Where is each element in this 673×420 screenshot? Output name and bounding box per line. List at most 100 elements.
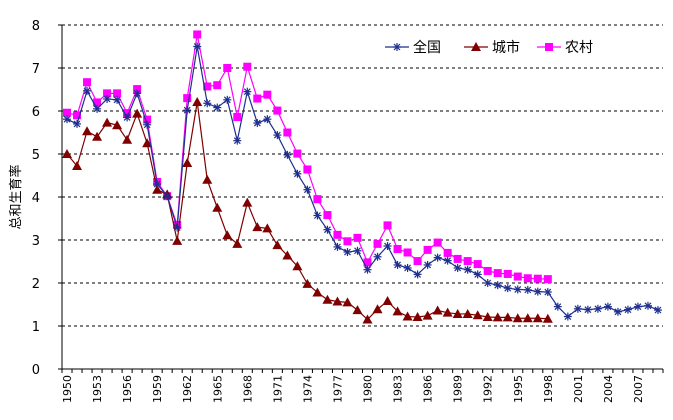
data-point — [533, 287, 542, 296]
data-point — [513, 285, 522, 294]
data-point — [103, 94, 112, 103]
data-point — [402, 311, 413, 321]
data-point — [522, 313, 533, 323]
data-point — [422, 310, 433, 320]
data-point — [392, 306, 403, 316]
data-point — [502, 312, 513, 322]
data-point — [303, 185, 312, 194]
data-point — [192, 96, 203, 106]
x-tick-label: 2007 — [632, 375, 645, 403]
data-point — [583, 305, 592, 314]
data-point — [343, 248, 352, 257]
data-point — [153, 180, 162, 189]
data-point — [543, 288, 552, 297]
data-point — [132, 108, 143, 118]
data-point — [403, 263, 412, 272]
data-point — [472, 310, 483, 320]
x-tick-label: 1989 — [452, 375, 465, 403]
data-point — [93, 104, 102, 113]
data-point — [463, 265, 472, 274]
data-point — [123, 109, 132, 118]
data-point — [432, 305, 443, 315]
data-point — [212, 202, 223, 212]
data-point — [413, 257, 422, 266]
data-point — [73, 119, 82, 128]
data-point — [232, 238, 243, 248]
x-tick-label: 2001 — [572, 375, 585, 403]
data-point — [492, 312, 503, 322]
x-tick-label: 1950 — [61, 375, 74, 403]
x-tick-label: 1977 — [331, 375, 344, 403]
data-point — [353, 233, 362, 242]
data-point — [613, 307, 622, 316]
data-point — [293, 149, 302, 158]
data-point — [143, 120, 152, 129]
legend-label: 农村 — [565, 40, 593, 56]
x-tick-labels: 1950 1953 1956 1959 1962 1965 1968 1971 1974 1977… — [61, 369, 664, 403]
data-point — [653, 306, 662, 315]
data-point — [323, 211, 332, 220]
data-point — [303, 165, 312, 174]
data-point — [142, 138, 153, 148]
legend-label: 城市 — [492, 39, 520, 56]
legend-marker — [393, 43, 401, 51]
data-point — [433, 253, 442, 262]
data-point — [483, 279, 492, 287]
data-point — [503, 284, 512, 293]
data-point — [523, 274, 532, 283]
data-point — [423, 245, 432, 254]
y-tick-label: 2 — [32, 277, 40, 292]
y-axis-title: 总和生育率 — [8, 164, 24, 229]
data-point — [443, 248, 452, 257]
data-point — [373, 252, 382, 261]
data-point — [172, 235, 183, 245]
data-point — [362, 314, 373, 324]
data-point — [393, 245, 402, 254]
data-point — [643, 301, 652, 310]
data-point — [533, 274, 542, 283]
data-point — [453, 254, 462, 263]
data-point — [83, 78, 92, 87]
x-tick-label: 1998 — [542, 375, 555, 403]
data-point — [233, 136, 242, 145]
data-point — [292, 261, 303, 271]
data-point — [333, 242, 342, 251]
data-point — [272, 240, 283, 250]
data-point — [222, 230, 233, 240]
data-point — [113, 95, 122, 104]
data-point — [623, 305, 632, 314]
data-point — [93, 98, 102, 107]
y-tick-label: 6 — [32, 105, 40, 120]
data-point — [363, 258, 372, 267]
data-point — [593, 304, 602, 313]
data-point — [203, 82, 212, 91]
data-point — [233, 113, 242, 122]
legend-marker — [545, 43, 553, 51]
data-point — [242, 197, 253, 207]
x-tick-label: 1968 — [241, 375, 254, 403]
data-point — [273, 106, 282, 115]
data-point — [343, 237, 352, 246]
data-point — [523, 285, 532, 294]
data-point — [273, 131, 282, 140]
data-point — [353, 246, 362, 255]
data-point — [152, 184, 163, 194]
x-tick-label: 1992 — [482, 375, 495, 403]
y-tick-label: 7 — [32, 62, 40, 77]
y-tick-label: 0 — [32, 363, 40, 378]
data-point — [112, 120, 123, 130]
data-point — [332, 296, 343, 306]
data-point — [253, 94, 262, 103]
gridlines — [62, 24, 663, 327]
data-point — [633, 302, 642, 311]
data-point — [383, 242, 392, 251]
data-point — [342, 297, 353, 307]
series-0 — [63, 42, 662, 321]
data-point — [322, 294, 333, 304]
x-tick-label: 1959 — [151, 375, 164, 403]
data-point — [63, 108, 72, 117]
series-2 — [63, 30, 552, 284]
y-tick-label: 3 — [32, 234, 40, 249]
data-point — [413, 270, 422, 279]
data-point — [302, 278, 313, 288]
